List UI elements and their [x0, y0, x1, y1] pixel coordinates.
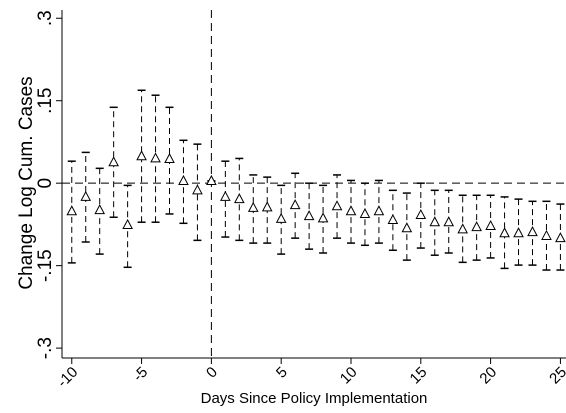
point	[527, 226, 538, 237]
point	[178, 174, 189, 185]
point	[415, 208, 427, 220]
y-tick-label: .3	[35, 10, 56, 26]
point	[457, 223, 469, 234]
y-tick-label: -.3	[35, 337, 56, 359]
x-tick-label: -5	[130, 364, 151, 385]
point	[359, 207, 371, 218]
x-tick-label: 5	[273, 364, 291, 382]
y-tick-label: .15	[35, 87, 56, 113]
point	[541, 229, 552, 240]
point	[429, 216, 441, 227]
x-axis-title: Days Since Policy Implementation	[201, 390, 428, 407]
point	[513, 227, 524, 238]
point	[317, 212, 329, 223]
x-tick-label: 10	[337, 364, 361, 388]
x-tick-label: 20	[476, 364, 500, 388]
x-tick-label: 0	[203, 364, 221, 382]
point	[233, 193, 245, 204]
point	[261, 201, 273, 212]
point	[345, 205, 357, 216]
point	[275, 212, 287, 223]
point	[303, 210, 315, 221]
point	[66, 205, 78, 216]
point	[289, 199, 301, 210]
y-tick-label: -.15	[35, 249, 56, 282]
point	[136, 150, 147, 161]
point	[471, 221, 482, 232]
point	[443, 216, 455, 227]
point	[247, 201, 259, 212]
point	[122, 218, 133, 229]
point	[387, 213, 399, 225]
point	[220, 190, 231, 201]
x-tick-label: 15	[407, 364, 431, 388]
point	[94, 204, 106, 215]
point	[164, 152, 175, 163]
point	[80, 190, 92, 201]
point	[555, 232, 566, 243]
point	[331, 200, 343, 211]
y-tick-label: 0	[35, 178, 56, 189]
point	[373, 205, 385, 216]
x-tick-label: -10	[54, 364, 81, 391]
point	[499, 227, 510, 238]
point	[108, 156, 119, 167]
x-tick-label: 25	[546, 364, 566, 388]
point	[150, 152, 161, 163]
y-axis-title: Change Log Cum. Cases	[16, 76, 37, 289]
point	[192, 184, 203, 195]
point	[401, 222, 413, 233]
point	[485, 219, 496, 231]
point	[206, 174, 217, 185]
